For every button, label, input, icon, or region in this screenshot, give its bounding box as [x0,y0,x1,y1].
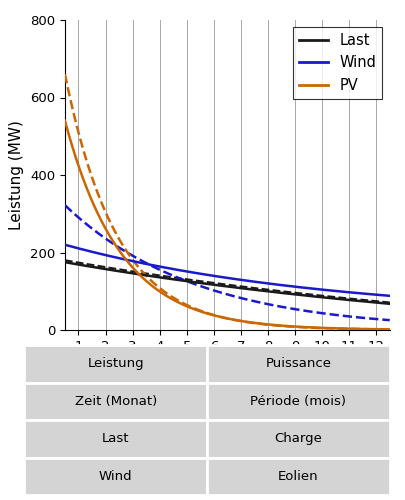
Legend: Last, Wind, PV: Last, Wind, PV [292,28,382,99]
X-axis label: Zeit (Monat): Zeit (Monat) [180,358,274,374]
Y-axis label: Leistung (MW): Leistung (MW) [9,120,24,230]
